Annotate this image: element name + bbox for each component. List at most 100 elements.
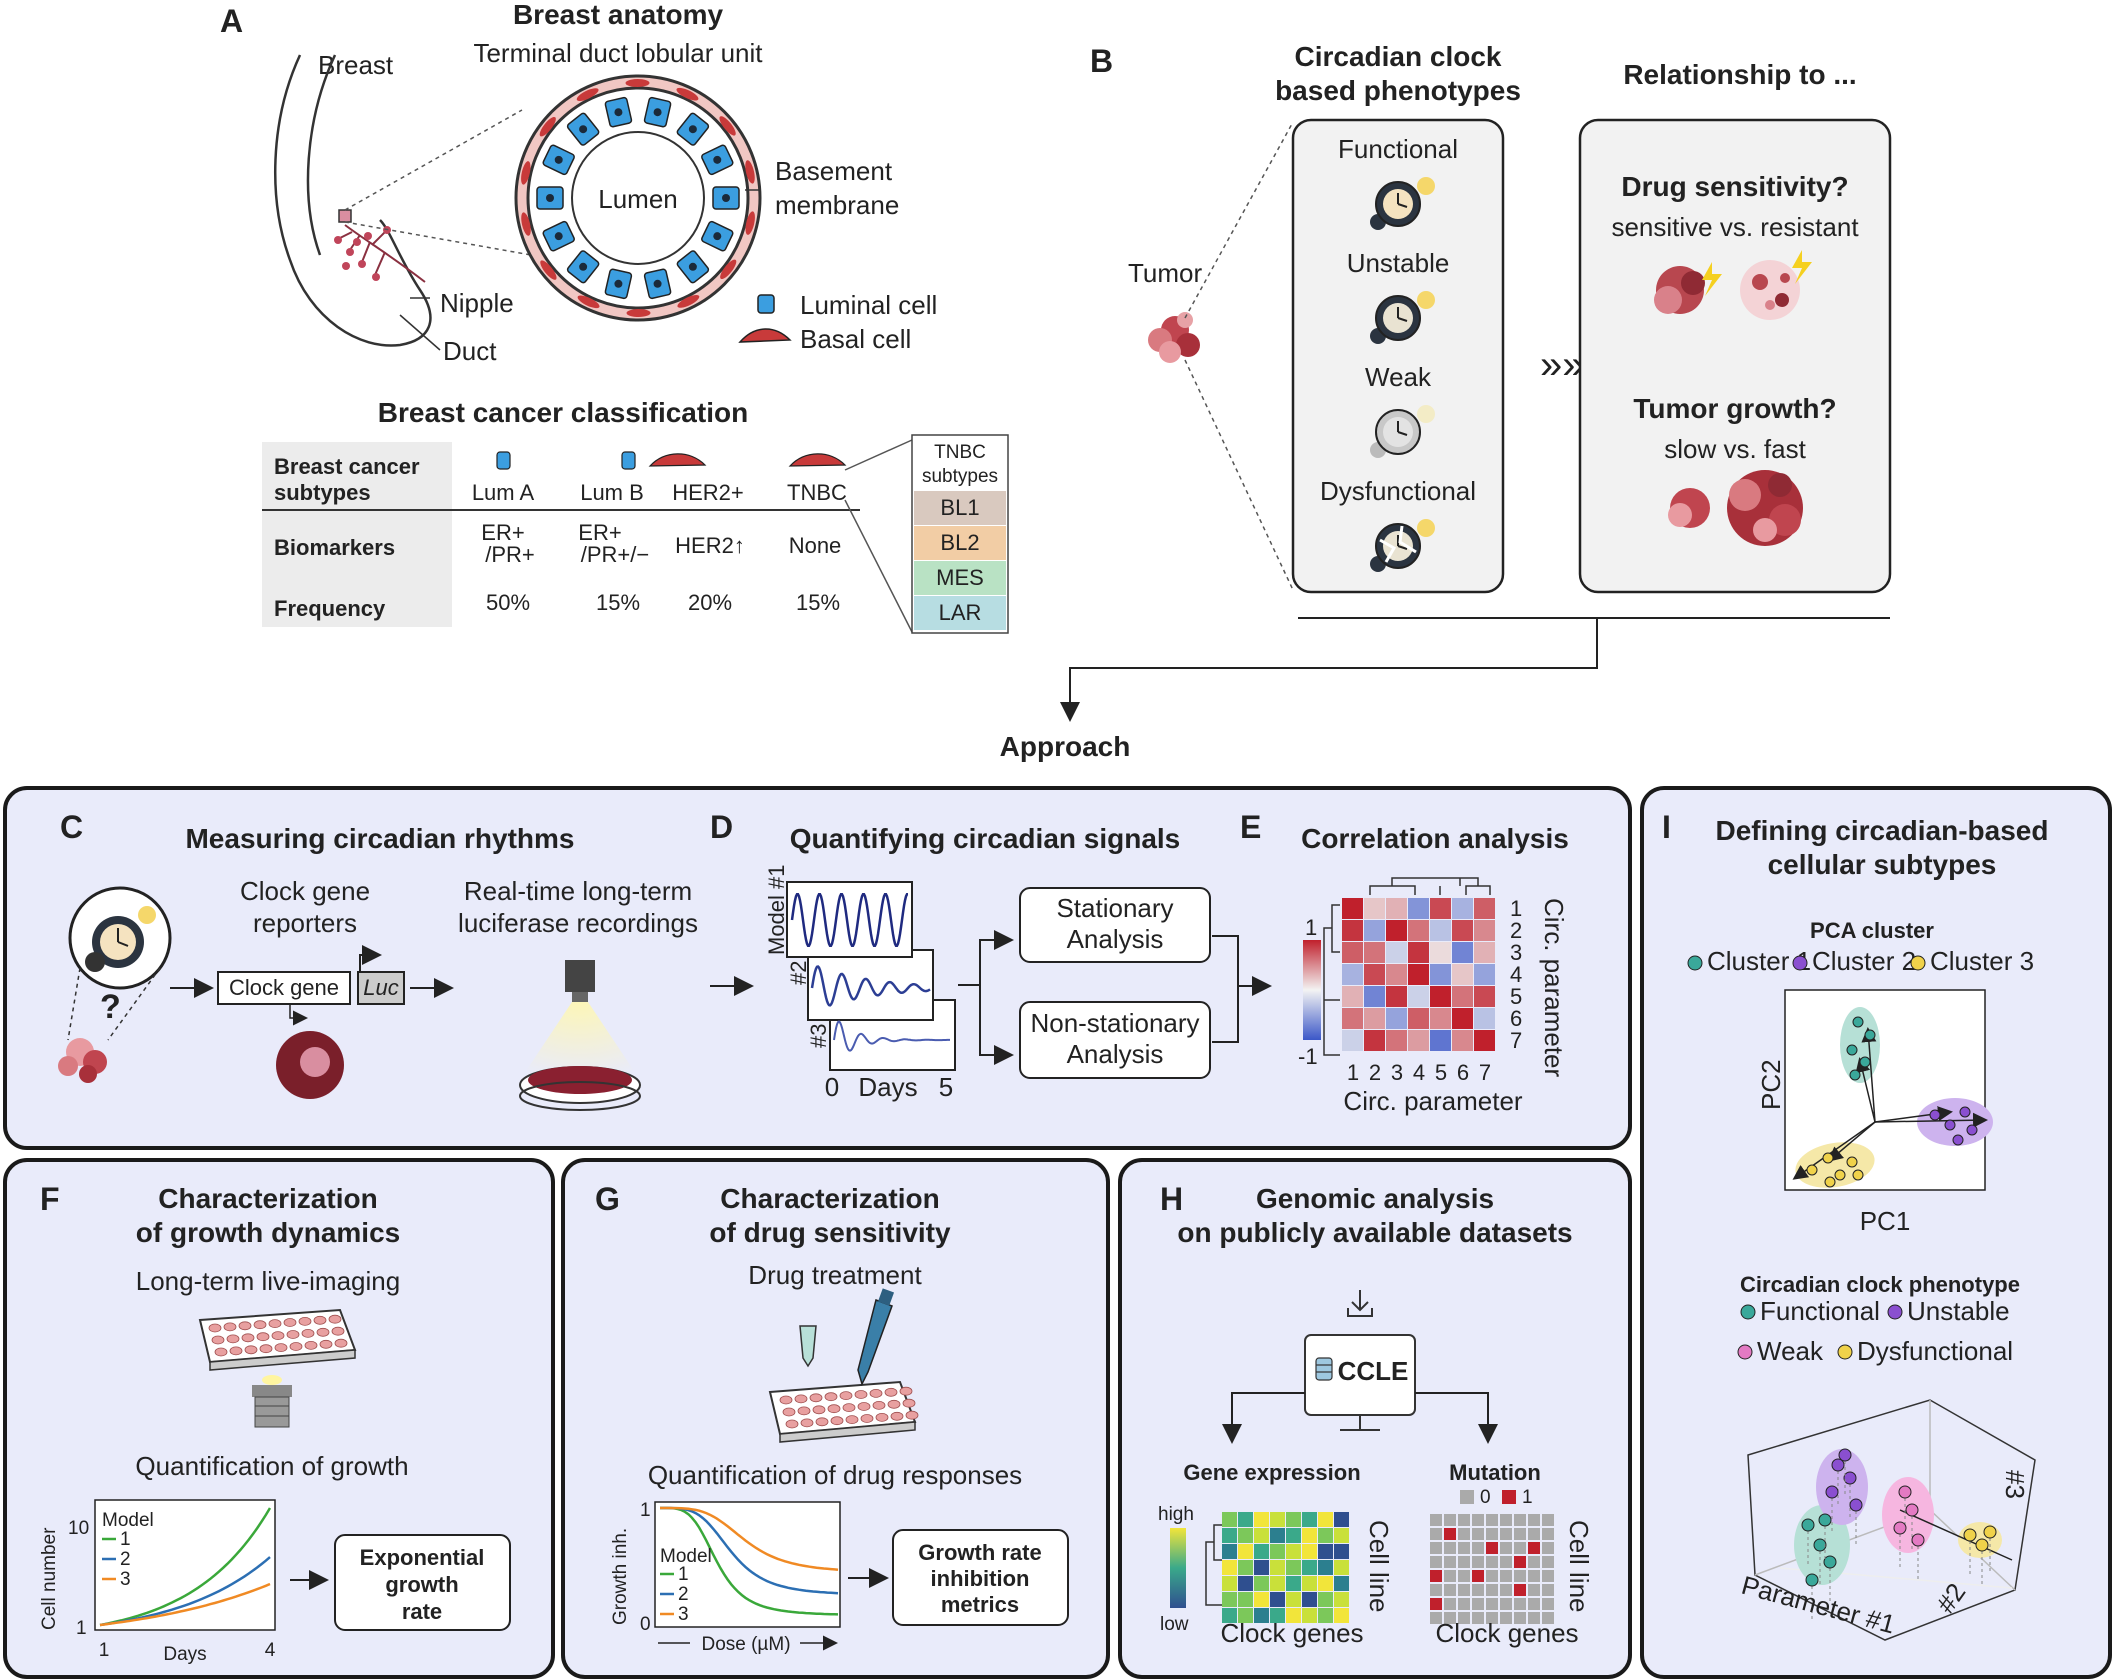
dose-curve-1 xyxy=(660,1506,839,1616)
svg-text:/PR+: /PR+ xyxy=(485,542,535,567)
well xyxy=(319,1339,333,1349)
well xyxy=(256,1332,270,1342)
expr-cell xyxy=(1270,1560,1285,1575)
mutation-cell xyxy=(1542,1514,1554,1526)
tumor-label: Tumor xyxy=(1128,258,1202,288)
expr-cell xyxy=(1222,1592,1237,1607)
expr-cell xyxy=(1302,1512,1317,1527)
question-mark: ? xyxy=(100,988,121,1026)
lobule-dots xyxy=(334,226,391,281)
svg-text:Luc: Luc xyxy=(363,975,398,1000)
gene-expression-label: Gene expression xyxy=(1183,1460,1360,1485)
expr-cell xyxy=(1334,1528,1349,1543)
tnbc-subtype-label: MES xyxy=(936,565,984,590)
mutation-cell xyxy=(1486,1556,1498,1568)
panel-d: D Quantifying circadian signals Model #1… xyxy=(710,809,1272,1102)
svg-text:PC2: PC2 xyxy=(1756,1059,1786,1110)
y-tick: 6 xyxy=(1510,1006,1522,1031)
svg-text:0: 0 xyxy=(1480,1487,1491,1508)
cluster-swatch xyxy=(1687,955,1703,971)
subtype-tnbc: TNBC xyxy=(787,480,847,505)
mutation-cell xyxy=(1430,1612,1442,1624)
svg-text:on publicly available datasets: on publicly available datasets xyxy=(1177,1217,1572,1248)
heatmap-cell xyxy=(1474,920,1495,941)
mutation-cell xyxy=(1458,1570,1470,1582)
mutation-cell xyxy=(1486,1598,1498,1610)
basal-cell xyxy=(676,87,699,101)
phenotype-legend-label: Functional xyxy=(1760,1296,1880,1326)
svg-text:Circ. parameter: Circ. parameter xyxy=(1539,898,1569,1077)
expr-cell xyxy=(1254,1608,1269,1623)
well xyxy=(827,1404,841,1414)
sun-icon xyxy=(1417,177,1435,195)
mutation-cell xyxy=(1514,1612,1526,1624)
clock-hand xyxy=(1397,545,1408,550)
clock-hand xyxy=(1397,203,1408,208)
mutation-cell xyxy=(1458,1514,1470,1526)
svg-text:Model #1: Model #1 xyxy=(764,864,789,955)
3d-point xyxy=(1893,1521,1907,1535)
y-tick: 5 xyxy=(1510,984,1522,1009)
well xyxy=(238,1321,252,1331)
expr-cell xyxy=(1334,1576,1349,1591)
tumor-growth-label: Tumor growth? xyxy=(1633,393,1836,424)
svg-text:inhibition: inhibition xyxy=(931,1566,1030,1591)
expr-cell xyxy=(1318,1512,1333,1527)
panel-g: G Characterization of drug sensitivity D… xyxy=(595,1181,1069,1655)
well xyxy=(800,1418,814,1428)
tdlu-diagram: Lumen xyxy=(514,74,762,322)
panel-e-title: Correlation analysis xyxy=(1301,823,1569,854)
heatmap-cell xyxy=(1474,942,1495,963)
heatmap-cell xyxy=(1386,920,1407,941)
phenotype-label-functional: Functional xyxy=(1338,134,1458,164)
heatmap-cell xyxy=(1452,942,1473,963)
mutation-cell xyxy=(1472,1612,1484,1624)
3d-point xyxy=(1975,1538,1989,1552)
phenotype-swatch xyxy=(1887,1304,1903,1320)
heatmap-cell xyxy=(1364,898,1385,919)
gr-metrics-box xyxy=(892,1529,1069,1626)
well xyxy=(301,1329,315,1338)
luminal-cell-icon xyxy=(757,294,775,314)
expr-cell xyxy=(1286,1576,1301,1591)
expr-cell xyxy=(1254,1512,1269,1527)
nucleus xyxy=(579,262,588,271)
panel-e: E Correlation analysis 1 -1 112233445566… xyxy=(1240,809,1569,1116)
mutation-cell xyxy=(1500,1570,1512,1582)
sun-icon xyxy=(1417,519,1435,537)
well xyxy=(854,1390,868,1399)
well xyxy=(223,1322,237,1332)
svg-text:1: 1 xyxy=(1305,915,1317,940)
svg-text:Model: Model xyxy=(102,1510,154,1531)
well xyxy=(229,1346,243,1356)
3d-point xyxy=(1805,1573,1819,1587)
well xyxy=(208,1323,222,1333)
well xyxy=(875,1413,889,1422)
phenotype-heading: Circadian clock xyxy=(1295,41,1502,72)
expr-cell xyxy=(1270,1512,1285,1527)
basal-cell xyxy=(576,88,599,101)
well xyxy=(824,1392,838,1402)
well xyxy=(313,1315,327,1325)
y-tick: 3 xyxy=(1510,940,1522,965)
mutation-cell xyxy=(1514,1542,1526,1554)
svg-text:CCLE: CCLE xyxy=(1338,1356,1409,1386)
well xyxy=(860,1414,874,1423)
phenotype-swatch xyxy=(1837,1344,1853,1360)
svg-text:1: 1 xyxy=(99,1640,110,1661)
dose-curve-3 xyxy=(660,1506,839,1571)
well xyxy=(271,1331,285,1340)
heatmap-cell xyxy=(1386,1008,1407,1029)
3d-point xyxy=(1898,1485,1912,1499)
nucleus xyxy=(579,125,588,134)
mutation-cell xyxy=(1528,1556,1540,1568)
well xyxy=(226,1334,240,1344)
mutation-cell xyxy=(1528,1542,1540,1554)
heatmap-cell xyxy=(1342,986,1363,1007)
pca-point-cluster2 xyxy=(1966,1124,1978,1136)
svg-text:rate: rate xyxy=(402,1599,442,1624)
expr-cell xyxy=(1318,1592,1333,1607)
mutation-cell xyxy=(1430,1584,1442,1596)
mutation-cell xyxy=(1444,1612,1456,1624)
heatmap-cell xyxy=(1342,964,1363,985)
